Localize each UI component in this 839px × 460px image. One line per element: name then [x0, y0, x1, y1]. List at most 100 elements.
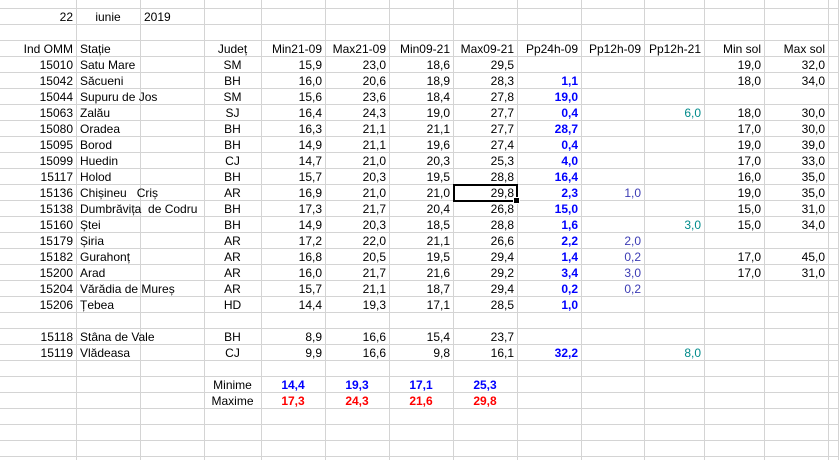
data-cell: 32,0	[801, 58, 825, 72]
data-cell: 15099	[39, 154, 73, 168]
data-cell: AR	[224, 234, 241, 248]
data-cell: BH	[224, 122, 241, 136]
column-header: Stație	[80, 42, 111, 56]
data-cell: 20,3	[362, 218, 386, 232]
data-cell: 21,1	[362, 282, 386, 296]
data-cell: 2,3	[561, 186, 578, 200]
data-cell: 3,0	[684, 218, 701, 232]
summary-label: Minime	[213, 378, 252, 392]
data-cell: 16,3	[298, 122, 322, 136]
data-cell: 16,0	[298, 74, 322, 88]
data-cell: 22,0	[362, 234, 386, 248]
summary-value: 21,6	[409, 394, 433, 408]
data-cell: 0,4	[561, 138, 578, 152]
data-cell: 29,8	[490, 186, 514, 200]
data-cell: BH	[224, 74, 241, 88]
data-cell: 29,5	[490, 58, 514, 72]
data-cell: 17,0	[737, 250, 761, 264]
data-cell: 15119	[40, 346, 73, 360]
data-cell: 18,5	[426, 218, 450, 232]
station-name: Holod	[80, 170, 112, 184]
data-cell: 8,9	[305, 330, 322, 344]
data-cell: 27,7	[490, 106, 514, 120]
data-cell: 23,6	[362, 90, 386, 104]
station-name: Borod	[80, 138, 113, 152]
data-cell: 18,4	[426, 90, 450, 104]
selected-cell[interactable]	[453, 184, 520, 204]
summary-label: Maxime	[211, 394, 254, 408]
data-cell: 26,8	[490, 202, 514, 216]
year: 2019	[144, 10, 171, 24]
data-cell: 19,0	[554, 90, 578, 104]
data-cell: SM	[223, 90, 242, 104]
data-cell: 15182	[39, 250, 73, 264]
data-cell: 28,3	[490, 74, 514, 88]
data-cell: 15117	[40, 170, 73, 184]
data-cell: 30,0	[801, 122, 825, 136]
data-cell: BH	[224, 330, 241, 344]
data-cell: CJ	[225, 154, 240, 168]
data-cell: 1,6	[561, 218, 578, 232]
data-cell: 19,6	[426, 138, 450, 152]
station-name: Satu Mare	[80, 58, 136, 72]
station-name: Vărădia de Mureș	[80, 282, 175, 296]
data-cell: 19,0	[737, 186, 761, 200]
data-cell: AR	[224, 282, 241, 296]
data-cell: 4,0	[561, 154, 578, 168]
data-cell: 27,8	[490, 90, 514, 104]
data-cell: 17,3	[298, 202, 322, 216]
data-cell: 17,2	[298, 234, 322, 248]
data-cell: 21,0	[362, 154, 386, 168]
data-cell: 33,0	[801, 154, 825, 168]
data-cell: 15063	[39, 106, 73, 120]
data-cell: 17,0	[737, 154, 761, 168]
data-cell: 18,9	[426, 74, 450, 88]
column-header: Max09-21	[460, 42, 514, 56]
data-cell: 19,3	[362, 298, 386, 312]
data-cell: 20,6	[362, 74, 386, 88]
data-cell: 18,0	[737, 106, 761, 120]
data-cell: 3,0	[624, 266, 641, 280]
column-header: Pp12h-21	[648, 42, 701, 56]
data-cell: 14,7	[298, 154, 322, 168]
data-cell: 21,1	[362, 122, 386, 136]
data-cell: 1,0	[624, 186, 641, 200]
column-header: Pp24h-09	[525, 42, 578, 56]
data-cell: 15,7	[298, 282, 322, 296]
station-name: Dumbrăvița de Codru	[80, 202, 198, 216]
data-cell: SJ	[225, 106, 240, 120]
data-cell: 16,8	[298, 250, 322, 264]
data-cell: 30,0	[801, 106, 825, 120]
column-header: Max21-09	[332, 42, 386, 56]
data-cell: 9,9	[305, 346, 322, 360]
data-cell: 15204	[39, 282, 73, 296]
station-name: Șiria	[80, 234, 105, 248]
data-cell: BH	[224, 202, 241, 216]
data-cell: 17,0	[737, 266, 761, 280]
data-cell: 2,2	[561, 234, 578, 248]
data-cell: 15200	[39, 266, 73, 280]
data-cell: 15206	[39, 298, 73, 312]
data-cell: 28,7	[554, 122, 578, 136]
column-header: Județ	[217, 42, 248, 56]
summary-value: 17,1	[409, 378, 433, 392]
data-cell: 26,6	[490, 234, 514, 248]
data-cell: 15,0	[554, 202, 578, 216]
station-name: Stâna de Vale	[80, 330, 155, 344]
data-cell: 39,0	[801, 138, 825, 152]
data-cell: AR	[224, 250, 241, 264]
data-cell: 15,7	[298, 170, 322, 184]
data-cell: 28,5	[490, 298, 514, 312]
data-cell: 21,7	[362, 202, 386, 216]
data-cell: 14,9	[298, 218, 322, 232]
data-cell: 15010	[39, 58, 73, 72]
data-cell: 20,3	[362, 170, 386, 184]
data-cell: CJ	[225, 346, 240, 360]
data-cell: 29,2	[490, 266, 514, 280]
data-cell: 15,6	[298, 90, 322, 104]
station-name: Zalău	[80, 106, 111, 120]
summary-value: 14,4	[281, 378, 305, 392]
day: 22	[59, 10, 73, 24]
summary-value: 17,3	[281, 394, 305, 408]
